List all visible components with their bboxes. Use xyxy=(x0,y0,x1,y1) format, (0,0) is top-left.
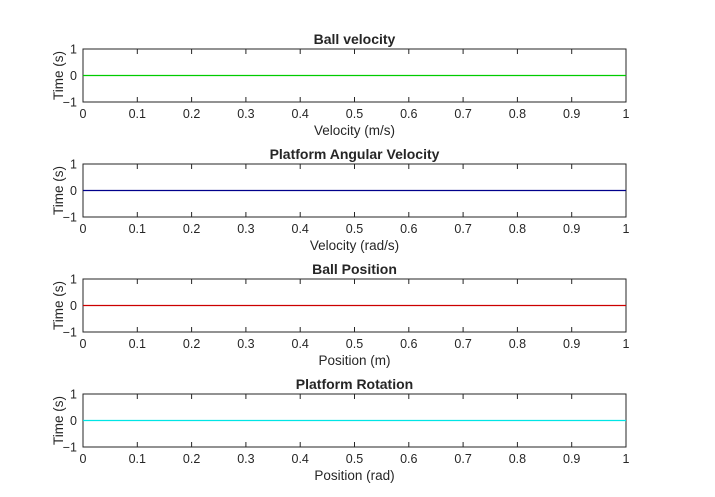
x-tick-label: 0.6 xyxy=(400,452,417,466)
x-tick-label: 0.6 xyxy=(400,337,417,351)
x-tick-label: 0.4 xyxy=(292,107,309,121)
y-tick-label: 1 xyxy=(70,43,77,57)
x-tick-label: 0 xyxy=(80,452,87,466)
x-tick-label: 0.7 xyxy=(454,337,471,351)
x-tick-label: 1 xyxy=(623,222,630,236)
x-tick-label: 0.8 xyxy=(509,222,526,236)
y-tick-label: −1 xyxy=(63,96,77,110)
x-tick-label: 0.3 xyxy=(237,107,254,121)
y-axis-label: Time (s) xyxy=(51,281,66,330)
y-axis-label: Time (s) xyxy=(51,166,66,215)
x-tick-label: 0.9 xyxy=(563,107,580,121)
subplot-2: Platform Angular Velocity 0 0.1 0.2 0.3 0.4 0.… xyxy=(51,146,630,253)
x-tick-label: 0.9 xyxy=(563,337,580,351)
y-tick-label: 0 xyxy=(70,184,77,198)
chart-title: Platform Angular Velocity xyxy=(270,146,440,162)
x-tick-label: 0.2 xyxy=(183,222,200,236)
x-tick-label: 0.7 xyxy=(454,452,471,466)
x-tick-label: 0.5 xyxy=(346,337,363,351)
x-tick-label: 1 xyxy=(623,337,630,351)
y-axis-label: Time (s) xyxy=(51,51,66,100)
x-tick-label: 0 xyxy=(80,107,87,121)
x-tick-label: 0.4 xyxy=(292,452,309,466)
y-tick-label: 0 xyxy=(70,414,77,428)
x-tick-label: 0.8 xyxy=(509,107,526,121)
subplot-3: Ball Position 0 0.1 0.2 0.3 0.4 0.5 0.6 0.7 0.8 0.… xyxy=(51,261,630,368)
x-axis-label: Velocity (rad/s) xyxy=(310,238,399,253)
subplot-1: Ball velocity 0 0.1 0.2 0.3 0.4 0.5 0.6 0.7 0.8 0.… xyxy=(51,31,630,138)
x-tick-label: 0.7 xyxy=(454,107,471,121)
y-tick-label: 0 xyxy=(70,299,77,313)
y-tick-label: −1 xyxy=(63,211,77,225)
x-tick-label: 1 xyxy=(623,452,630,466)
x-tick-label: 0.4 xyxy=(292,337,309,351)
x-tick-label: 0.9 xyxy=(563,452,580,466)
x-tick-label: 0.9 xyxy=(563,222,580,236)
x-tick-label: 0.5 xyxy=(346,222,363,236)
x-tick-label: 0.6 xyxy=(400,222,417,236)
y-tick-label: −1 xyxy=(63,326,77,340)
y-tick-label: 1 xyxy=(70,388,77,402)
x-tick-label: 0.7 xyxy=(454,222,471,236)
x-tick-label: 0.3 xyxy=(237,222,254,236)
x-axis-label: Position (m) xyxy=(318,353,390,368)
x-tick-label: 1 xyxy=(623,107,630,121)
y-tick-label: 0 xyxy=(70,69,77,83)
x-tick-label: 0.6 xyxy=(400,107,417,121)
x-tick-label: 0.2 xyxy=(183,337,200,351)
x-tick-label: 0 xyxy=(80,337,87,351)
x-tick-label: 0.4 xyxy=(292,222,309,236)
x-tick-label: 0.5 xyxy=(346,107,363,121)
y-axis-label: Time (s) xyxy=(51,396,66,445)
x-axis-label: Velocity (m/s) xyxy=(314,123,395,138)
x-tick-label: 0.3 xyxy=(237,452,254,466)
chart-title: Platform Rotation xyxy=(296,376,413,392)
x-tick-label: 0.5 xyxy=(346,452,363,466)
x-tick-label: 0.1 xyxy=(129,107,146,121)
subplot-4: Platform Rotation 0 0.1 0.2 0.3 0.4 0.5 0.6 0.7 0… xyxy=(51,376,630,483)
x-tick-label: 0 xyxy=(80,222,87,236)
x-tick-label: 0.8 xyxy=(509,452,526,466)
x-axis-label: Position (rad) xyxy=(314,468,394,483)
x-tick-label: 0.1 xyxy=(129,452,146,466)
x-tick-label: 0.1 xyxy=(129,337,146,351)
x-tick-label: 0.3 xyxy=(237,337,254,351)
x-tick-label: 0.2 xyxy=(183,107,200,121)
y-tick-label: 1 xyxy=(70,158,77,172)
x-tick-label: 0.1 xyxy=(129,222,146,236)
y-tick-label: −1 xyxy=(63,441,77,455)
x-tick-label: 0.2 xyxy=(183,452,200,466)
y-tick-label: 1 xyxy=(70,273,77,287)
chart-title: Ball velocity xyxy=(314,31,396,47)
x-tick-label: 0.8 xyxy=(509,337,526,351)
chart-title: Ball Position xyxy=(312,261,397,277)
